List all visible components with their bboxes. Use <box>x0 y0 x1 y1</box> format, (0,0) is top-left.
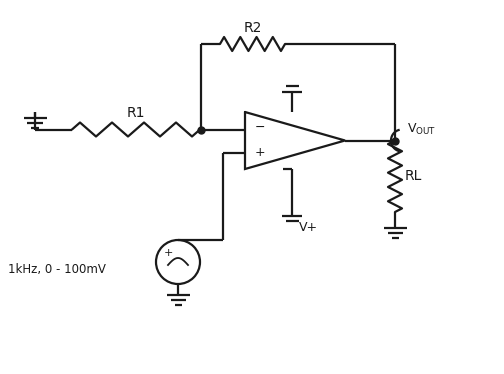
Text: +: + <box>255 145 266 159</box>
Text: V+: V+ <box>299 221 318 234</box>
Text: V$_{\mathregular{OUT}}$: V$_{\mathregular{OUT}}$ <box>407 122 436 137</box>
Text: RL: RL <box>405 169 422 183</box>
Text: −: − <box>255 120 266 134</box>
Text: +: + <box>163 248 173 258</box>
Text: R1: R1 <box>127 105 145 120</box>
Text: 1kHz, 0 - 100mV: 1kHz, 0 - 100mV <box>8 264 106 276</box>
Text: R2: R2 <box>243 21 262 35</box>
